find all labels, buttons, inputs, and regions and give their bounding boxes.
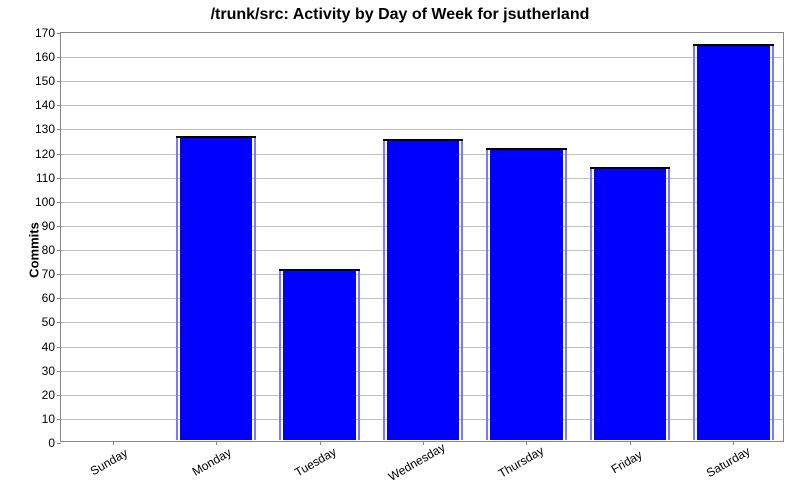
x-tick-mark <box>320 441 321 445</box>
y-tick-label: 40 <box>42 340 55 354</box>
y-tick-mark <box>57 250 61 251</box>
y-axis-label: Commits <box>26 222 41 278</box>
y-tick-mark <box>57 347 61 348</box>
bar-body <box>490 148 563 440</box>
y-tick-mark <box>57 57 61 58</box>
y-tick-mark <box>57 226 61 227</box>
y-tick-label: 80 <box>42 243 55 257</box>
bar-body <box>594 167 667 440</box>
bar-body <box>283 269 356 440</box>
bar-body <box>697 44 770 440</box>
y-tick-label: 70 <box>42 267 55 281</box>
bar <box>486 148 567 440</box>
y-tick-label: 0 <box>48 436 55 450</box>
x-tick-label: Thursday <box>496 443 546 480</box>
y-tick-label: 140 <box>35 98 55 112</box>
bar-edge <box>565 148 567 440</box>
x-tick-label: Sunday <box>88 446 130 478</box>
bar-edge <box>358 269 360 440</box>
y-tick-label: 50 <box>42 315 55 329</box>
bar <box>590 167 671 440</box>
y-tick-mark <box>57 298 61 299</box>
y-tick-mark <box>57 443 61 444</box>
y-tick-mark <box>57 178 61 179</box>
x-tick-label: Wednesday <box>386 440 448 484</box>
y-tick-label: 20 <box>42 388 55 402</box>
gridline <box>61 105 783 106</box>
x-tick-label: Tuesday <box>292 445 338 480</box>
bar-top-shadow <box>176 136 257 138</box>
bar-body <box>387 139 460 440</box>
y-tick-mark <box>57 274 61 275</box>
bar <box>176 136 257 440</box>
y-tick-mark <box>57 33 61 34</box>
x-tick-mark <box>630 441 631 445</box>
bar-body <box>180 136 253 440</box>
y-tick-label: 150 <box>35 74 55 88</box>
y-tick-label: 100 <box>35 195 55 209</box>
bar-edge <box>668 167 670 440</box>
y-tick-label: 160 <box>35 50 55 64</box>
y-tick-mark <box>57 154 61 155</box>
bar-edge <box>590 167 592 440</box>
bar <box>693 44 774 440</box>
y-tick-mark <box>57 81 61 82</box>
bar-top-shadow <box>486 148 567 150</box>
bar-edge <box>279 269 281 440</box>
x-tick-label: Saturday <box>704 444 753 480</box>
y-tick-mark <box>57 395 61 396</box>
bar-top-shadow <box>590 167 671 169</box>
y-tick-mark <box>57 419 61 420</box>
y-tick-mark <box>57 129 61 130</box>
chart-title: /trunk/src: Activity by Day of Week for … <box>0 6 800 24</box>
y-tick-label: 170 <box>35 26 55 40</box>
y-tick-label: 90 <box>42 219 55 233</box>
bar-edge <box>772 44 774 440</box>
bar-edge <box>176 136 178 440</box>
y-tick-label: 130 <box>35 122 55 136</box>
x-tick-label: Monday <box>190 445 234 478</box>
plot-area: 0102030405060708090100110120130140150160… <box>60 32 784 442</box>
gridline <box>61 57 783 58</box>
bar-top-shadow <box>383 139 464 141</box>
x-tick-mark <box>526 441 527 445</box>
bar-edge <box>486 148 488 440</box>
bar <box>383 139 464 440</box>
x-tick-mark <box>733 441 734 445</box>
x-tick-mark <box>423 441 424 445</box>
y-tick-label: 60 <box>42 291 55 305</box>
y-tick-label: 10 <box>42 412 55 426</box>
y-tick-label: 110 <box>36 171 55 185</box>
bar-top-shadow <box>279 269 360 271</box>
bar-edge <box>693 44 695 440</box>
bar-edge <box>254 136 256 440</box>
y-tick-mark <box>57 202 61 203</box>
y-tick-mark <box>57 105 61 106</box>
activity-bar-chart: /trunk/src: Activity by Day of Week for … <box>0 0 800 500</box>
x-tick-mark <box>216 441 217 445</box>
gridline <box>61 81 783 82</box>
x-tick-label: Friday <box>609 448 645 477</box>
bar-edge <box>461 139 463 440</box>
bar-edge <box>383 139 385 440</box>
gridline <box>61 129 783 130</box>
bar-top-shadow <box>693 44 774 46</box>
x-tick-mark <box>113 441 114 445</box>
y-tick-mark <box>57 371 61 372</box>
y-tick-label: 30 <box>42 364 55 378</box>
y-tick-mark <box>57 322 61 323</box>
y-tick-label: 120 <box>35 147 55 161</box>
bar <box>279 269 360 440</box>
